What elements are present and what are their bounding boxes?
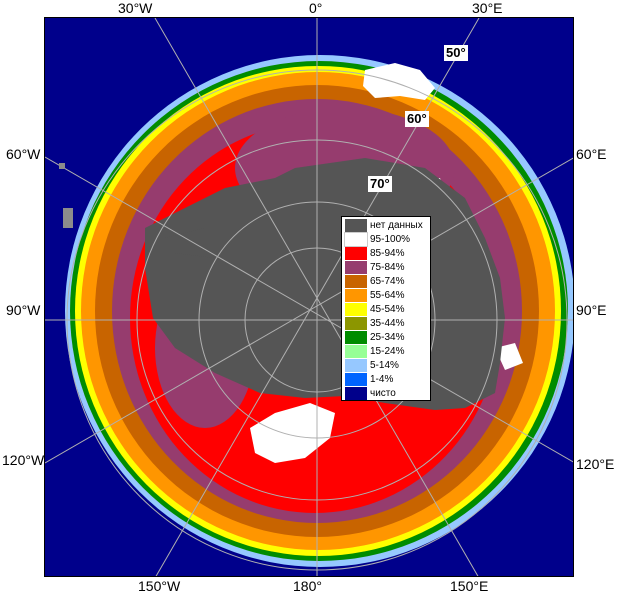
legend-swatch [345, 289, 367, 302]
legend-label: 15-24% [370, 346, 405, 357]
legend-swatch [345, 359, 367, 372]
legend-item: 35-44% [344, 317, 430, 330]
land-speck [59, 163, 65, 169]
lat-label-70: 70° [368, 176, 392, 192]
map-panel [44, 17, 574, 577]
legend-label: 45-54% [370, 304, 405, 315]
lon-label-bottom-150e: 150°E [450, 578, 489, 594]
legend-swatch [344, 232, 368, 247]
legend-item: 55-64% [344, 289, 430, 302]
legend-label: 35-44% [370, 318, 405, 329]
legend-label: чисто [370, 388, 396, 399]
lon-label-bottom-150w: 150°W [138, 578, 181, 594]
lat-label-50: 50° [444, 45, 468, 61]
legend-label: 75-84% [370, 262, 405, 273]
legend-swatch [345, 387, 367, 400]
legend-item: 95-100% [344, 232, 430, 247]
ice-patch-white [250, 403, 335, 463]
legend-item: 5-14% [344, 359, 430, 372]
legend-item: 25-34% [344, 331, 430, 344]
lon-label-left-60w: 60°W [6, 146, 41, 162]
lon-label-right-90e: 90°E [576, 302, 607, 318]
legend-item: 1-4% [344, 373, 430, 386]
lon-label-top-30e: 30°E [472, 0, 503, 16]
sea-ice-map [45, 18, 573, 576]
legend-item: чисто [344, 387, 430, 400]
ice-patch-white [495, 343, 523, 370]
lon-label-top-0: 0° [309, 0, 323, 16]
legend-swatch [345, 303, 367, 316]
legend: нет данных 95-100% 85-94% 75-84% 65-74% 55-64… [341, 216, 431, 401]
legend-item: нет данных [344, 219, 430, 232]
legend-label: 95-100% [370, 234, 411, 245]
legend-item: 45-54% [344, 303, 430, 316]
lon-label-bottom-180: 180° [293, 578, 322, 594]
land-specks [59, 163, 73, 228]
lon-label-left-90w: 90°W [6, 302, 41, 318]
legend-swatch [345, 247, 367, 260]
lat-label-60: 60° [405, 111, 429, 127]
legend-label: 55-64% [370, 290, 405, 301]
legend-swatch [345, 219, 367, 232]
lon-label-right-60e: 60°E [576, 146, 607, 162]
legend-swatch [345, 373, 367, 386]
legend-item: 15-24% [344, 345, 430, 358]
legend-item: 75-84% [344, 261, 430, 274]
legend-swatch [345, 345, 367, 358]
legend-label: 5-14% [370, 360, 399, 371]
legend-label: 25-34% [370, 332, 405, 343]
legend-label: нет данных [370, 220, 423, 231]
legend-swatch [345, 331, 367, 344]
legend-swatch [345, 317, 367, 330]
legend-item: 65-74% [344, 275, 430, 288]
legend-swatch [345, 261, 367, 274]
legend-item: 85-94% [344, 247, 430, 260]
lon-label-left-120w: 120°W [2, 452, 45, 468]
legend-label: 1-4% [370, 374, 394, 385]
lon-label-right-120e: 120°E [576, 456, 615, 472]
legend-label: 65-74% [370, 276, 405, 287]
lon-label-top-30w: 30°W [118, 0, 153, 16]
meridian-60e [45, 157, 573, 464]
land-speck [63, 208, 73, 228]
legend-label: 85-94% [370, 248, 405, 259]
legend-swatch [345, 275, 367, 288]
